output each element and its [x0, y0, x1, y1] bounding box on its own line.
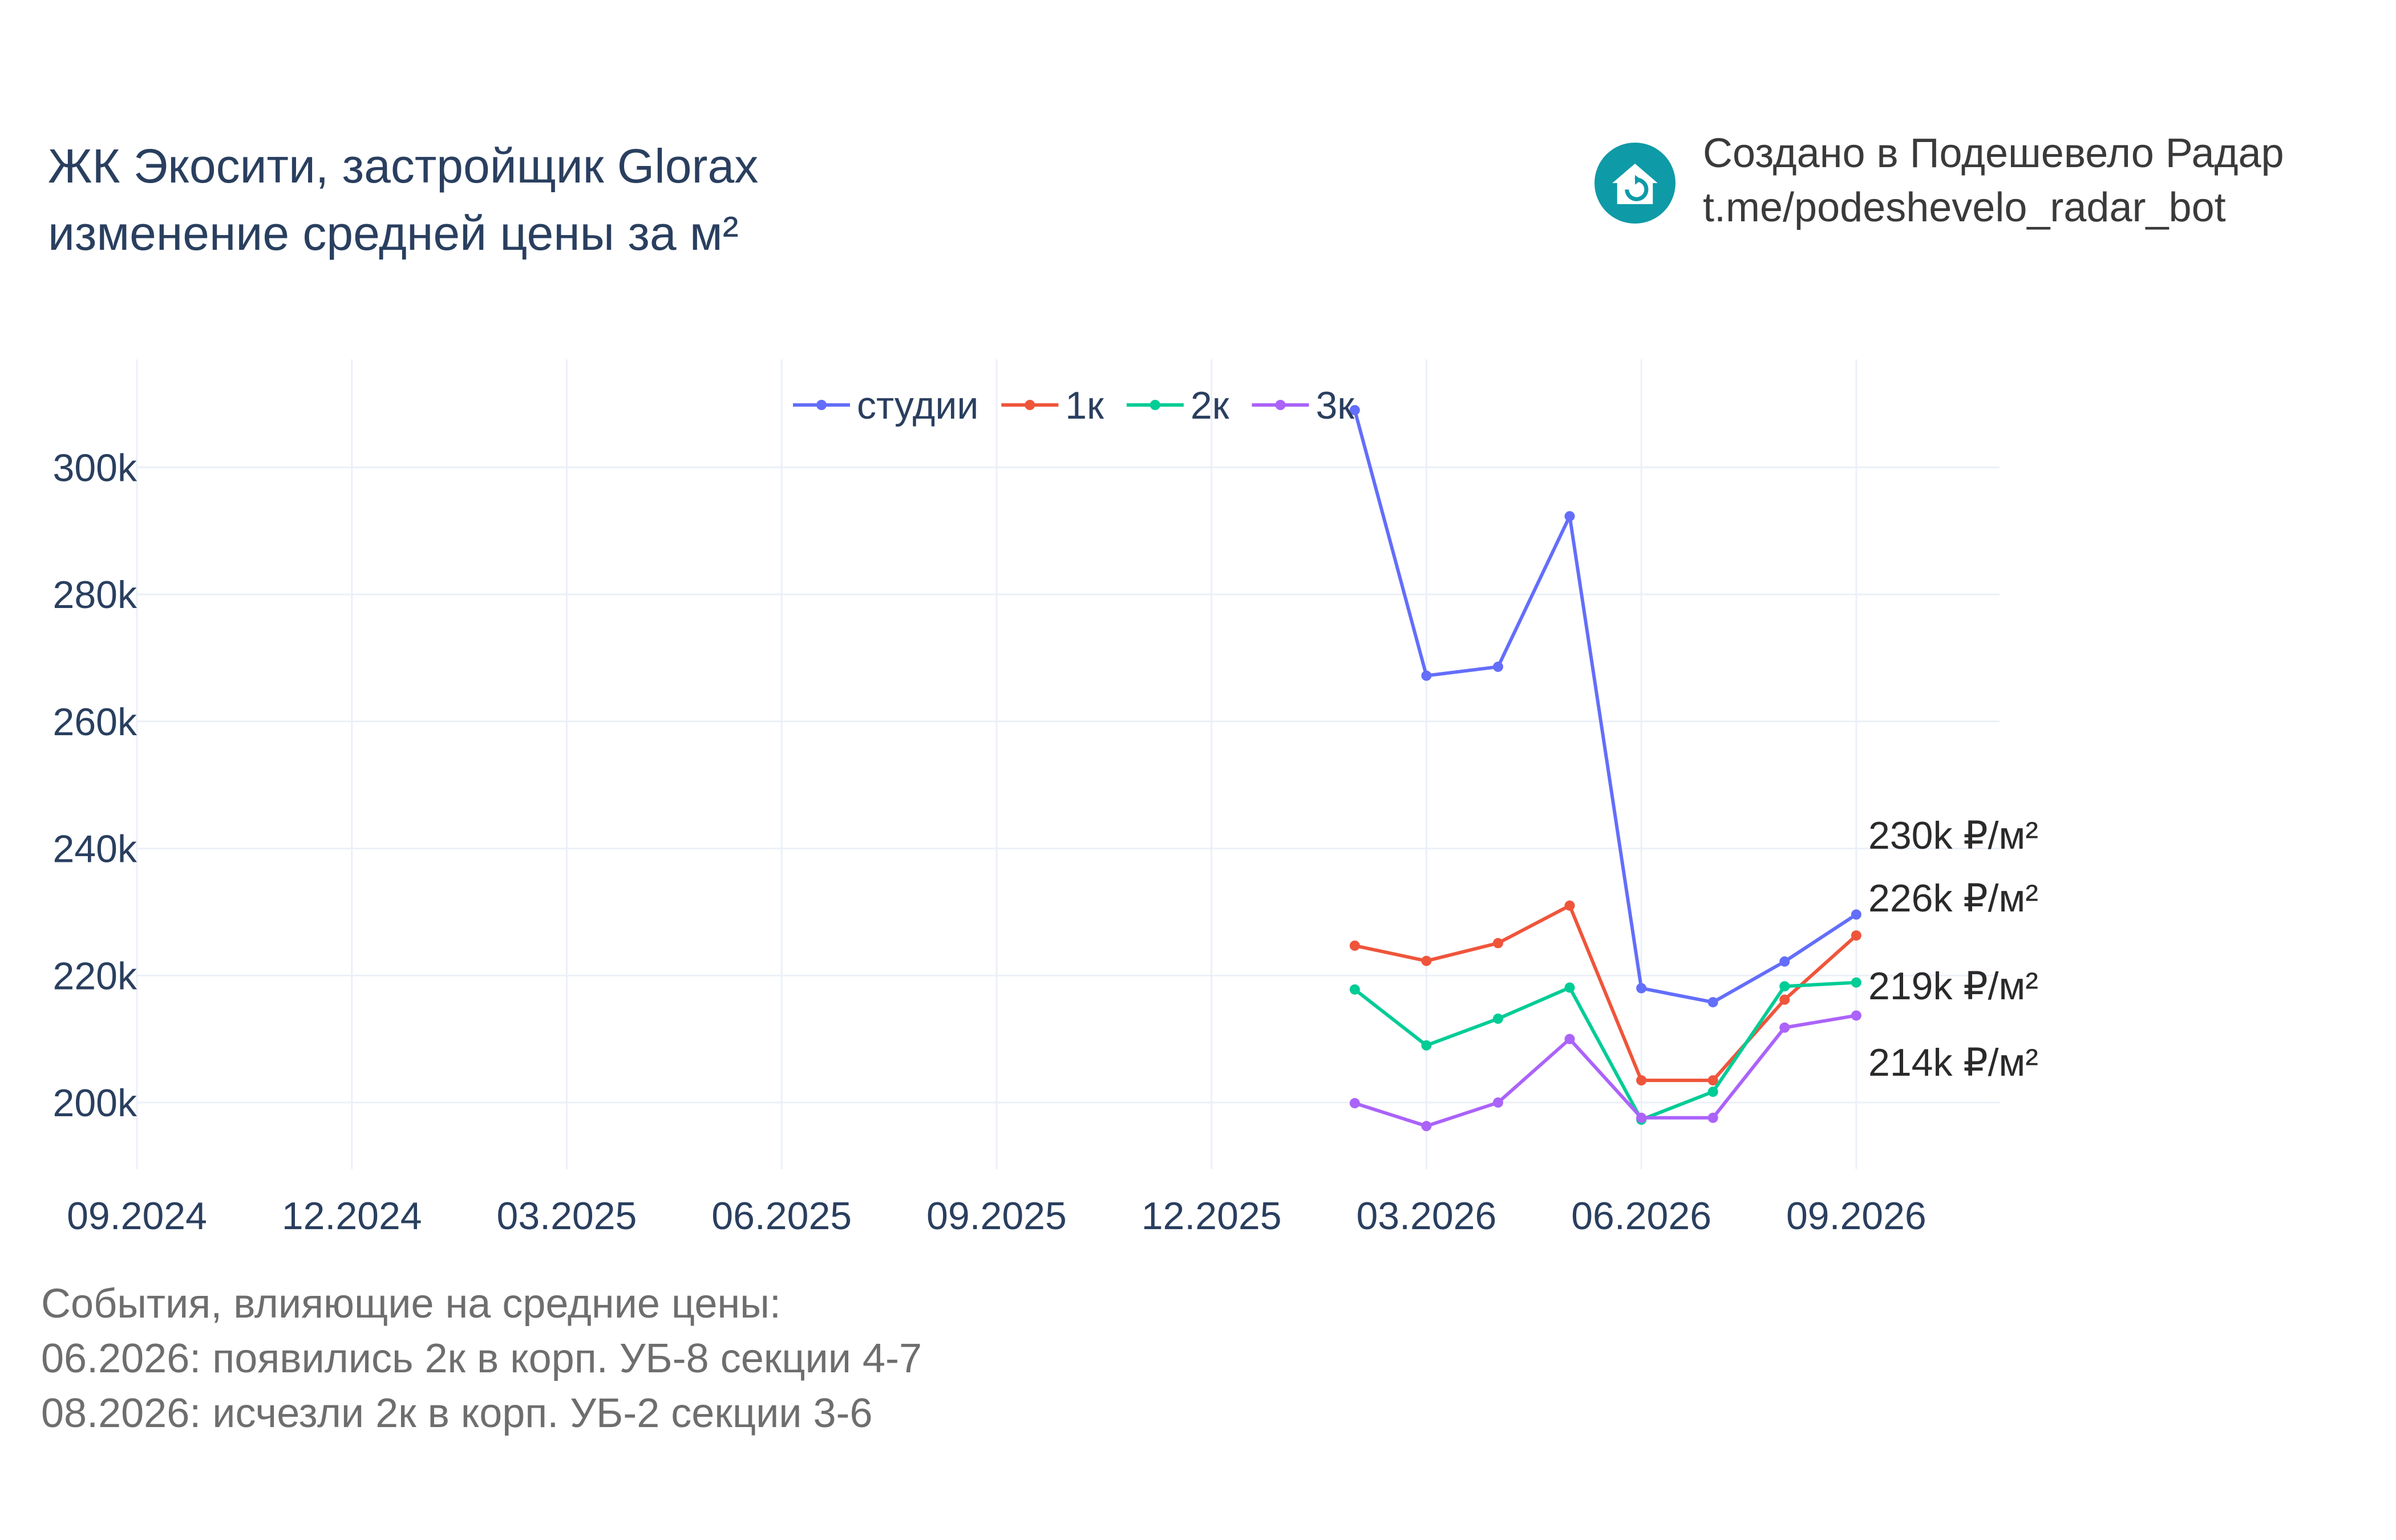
x-tick-label: 09.2024	[67, 1194, 207, 1238]
data-point	[1851, 1010, 1861, 1021]
legend-item: 3к	[1252, 384, 1355, 427]
data-point	[1564, 511, 1575, 522]
house-refresh-icon	[1594, 143, 1675, 224]
legend-swatch-dot	[1025, 400, 1035, 410]
data-point	[1707, 1075, 1718, 1086]
data-point	[1564, 1034, 1575, 1044]
end-labels: 230k ₽/м² 226k ₽/м² 219k ₽/м² 214k ₽/м²	[1868, 814, 2038, 1084]
title-line-1: ЖК Экосити, застройщик Glorax	[48, 139, 759, 193]
title-line-2: изменение средней цены за м²	[48, 206, 739, 260]
events-notes: События, влияющие на средние цены: 06.20…	[41, 1276, 922, 1441]
data-point	[1492, 1014, 1503, 1024]
x-tick-label: 09.2025	[926, 1194, 1067, 1238]
data-point	[1492, 1097, 1503, 1108]
series-line	[1354, 903, 1857, 1083]
y-tick-label: 280k	[53, 573, 137, 617]
data-point	[1349, 405, 1360, 416]
y-tick-label: 300k	[53, 446, 137, 489]
legend-label: 3к	[1316, 384, 1355, 427]
data-point	[1349, 984, 1360, 995]
data-point	[1492, 938, 1503, 949]
brand-line-1: Создано в Подешевело Радар	[1703, 131, 2284, 176]
data-point	[1707, 997, 1718, 1008]
event-item: 06.2026: появились 2к в корп. УБ-8 секци…	[41, 1336, 922, 1381]
y-axis-ticks: 200k 220k 240k 260k 280k 300k	[53, 446, 137, 1125]
data-point	[1779, 956, 1790, 967]
data-point	[1707, 1087, 1718, 1097]
x-tick-label: 06.2026	[1571, 1194, 1711, 1238]
legend: студии 1к 2к 3к	[793, 384, 1355, 427]
legend-item: 2к	[1126, 384, 1230, 427]
x-tick-label: 09.2026	[1786, 1194, 1926, 1238]
legend-item: 1к	[1001, 384, 1104, 427]
data-point	[1851, 977, 1861, 988]
event-item: 08.2026: исчезли 2к в корп. УБ-2 секции …	[41, 1391, 873, 1436]
data-point	[1492, 662, 1503, 672]
y-tick-label: 200k	[53, 1081, 137, 1125]
data-point	[1636, 1075, 1647, 1086]
legend-label: 1к	[1065, 384, 1104, 427]
end-label: 219k ₽/м²	[1868, 964, 2038, 1008]
x-tick-label: 12.2024	[282, 1194, 422, 1238]
x-tick-label: 12.2025	[1142, 1194, 1282, 1238]
series-1к	[1349, 900, 1861, 1086]
series-студии	[1349, 405, 1861, 1008]
series-line	[1353, 980, 1857, 1122]
data-point	[1564, 982, 1575, 993]
brand-credit: Создано в Подешевело Радар t.me/podeshev…	[1703, 127, 2284, 235]
chart-title: ЖК Экосити, застройщик Glorax изменение …	[48, 132, 758, 267]
data-point	[1421, 1040, 1432, 1051]
data-point	[1421, 670, 1432, 681]
data-point	[1421, 1121, 1432, 1132]
legend-label: 2к	[1191, 384, 1230, 427]
data-point	[1707, 1112, 1718, 1123]
x-tick-label: 03.2025	[497, 1194, 637, 1238]
x-tick-label: 03.2026	[1356, 1194, 1496, 1238]
series-line	[1353, 410, 1857, 1004]
data-point	[1349, 940, 1360, 951]
gridlines	[136, 359, 2000, 1169]
end-label: 226k ₽/м²	[1868, 877, 2038, 920]
data-point	[1636, 983, 1647, 994]
x-axis-ticks: 09.2024 12.2024 03.2025 06.2025 09.2025 12.20…	[67, 1194, 1926, 1238]
data-point	[1349, 1098, 1360, 1109]
data-point	[1636, 1112, 1647, 1123]
series-2к	[1349, 977, 1861, 1125]
data-point	[1564, 900, 1575, 911]
end-label: 230k ₽/м²	[1868, 814, 2038, 857]
legend-item: студии	[793, 384, 978, 427]
y-tick-label: 260k	[53, 700, 137, 744]
series-lines	[1349, 405, 1861, 1132]
data-point	[1421, 955, 1432, 966]
data-point	[1779, 994, 1790, 1005]
events-heading: События, влияющие на средние цены:	[41, 1281, 781, 1327]
legend-label: студии	[857, 384, 978, 427]
brand-link[interactable]: t.me/podeshevelo_radar_bot	[1703, 185, 2226, 230]
data-point	[1851, 930, 1861, 941]
data-point	[1851, 909, 1861, 920]
end-label: 214k ₽/м²	[1868, 1041, 2038, 1084]
x-tick-label: 06.2025	[711, 1194, 852, 1238]
series-3к	[1349, 1010, 1861, 1132]
y-tick-label: 220k	[53, 954, 137, 998]
legend-swatch-dot	[1150, 400, 1160, 410]
legend-swatch-dot	[1275, 400, 1286, 410]
data-point	[1779, 1022, 1790, 1033]
data-point	[1779, 981, 1790, 992]
y-tick-label: 240k	[53, 828, 137, 871]
legend-swatch-dot	[816, 400, 827, 410]
series-line	[1354, 1014, 1857, 1128]
